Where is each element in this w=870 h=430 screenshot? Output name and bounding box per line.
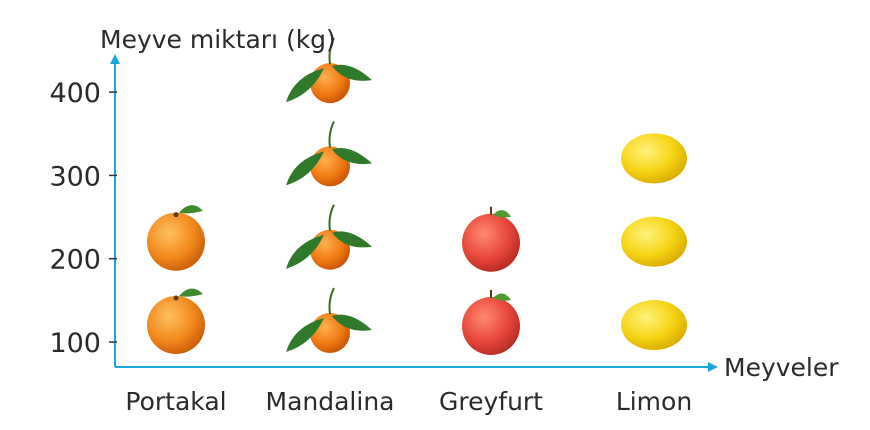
mandarin-leaf-right [332,231,372,248]
mandarin-stem [328,120,335,148]
y-tick-label-100: 100 [49,328,101,359]
lemon-icon [621,216,687,267]
grapefruit-leaf [493,210,511,218]
x-axis-arrow [708,362,718,372]
x-tick-label-limon: Limon [616,387,692,416]
mandarin-leaf-left [286,151,324,186]
orange-icon [147,288,205,354]
y-tick-label-300: 300 [49,161,101,192]
x-tick-label-mandalina: Mandalina [266,387,395,416]
lemon-body [621,133,687,184]
x-tick-label-greyfurt: Greyfurt [439,387,543,416]
mandarin-icon [286,287,372,353]
lemon-body [621,300,687,350]
grapefruit-body [462,297,520,355]
lemon-icon [621,133,687,184]
lemon-icon [621,300,687,350]
mandarin-leaf-left [286,68,324,103]
mandarin-leaf-right [332,314,372,331]
mandarin-icon [286,120,372,187]
mandarin-leaf-right [332,64,372,81]
x-axis-label: Meyveler [724,353,839,382]
orange-stem [173,212,179,218]
mandarin-leaf-right [332,148,372,165]
mandarin-icon [286,204,372,270]
orange-icon [147,205,205,271]
grapefruit-icon [462,206,520,272]
lemon-body [621,216,687,267]
x-tick-label-portakal: Portakal [125,387,226,416]
orange-body [147,212,205,271]
mandarin-leaf-left [286,318,324,352]
grapefruit-icon [462,290,520,355]
y-axis-label: Meyve miktarı (kg) [100,25,336,54]
orange-stem [173,295,179,301]
y-tick-label-200: 200 [49,245,101,276]
mandarin-stem [328,204,335,231]
grapefruit-body [462,213,520,272]
mandarin-icon [286,37,372,104]
mandarin-stem [328,287,335,315]
grapefruit-leaf [493,293,511,301]
y-tick-label-400: 400 [49,78,101,109]
orange-leaf [179,205,203,214]
mandarin-leaf-left [286,234,324,269]
orange-body [147,296,205,354]
orange-leaf [179,288,203,297]
mandarin-stem [328,37,335,65]
y-axis-arrow [110,54,120,64]
